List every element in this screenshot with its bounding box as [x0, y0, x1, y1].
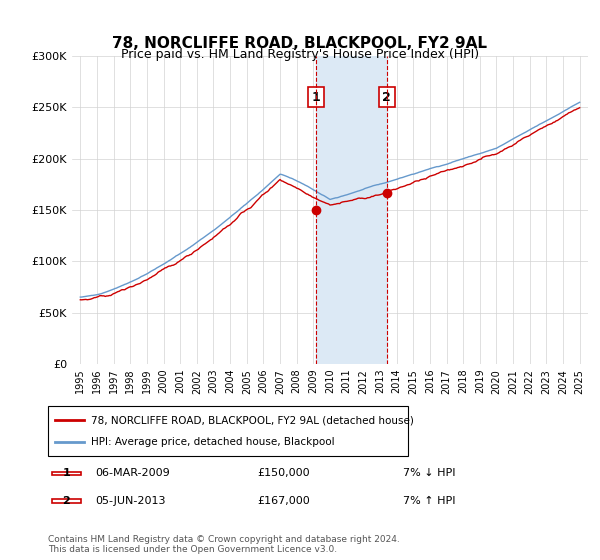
Text: £167,000: £167,000: [257, 496, 310, 506]
Text: 1: 1: [312, 91, 320, 104]
Text: 06-MAR-2009: 06-MAR-2009: [95, 468, 170, 478]
Text: 05-JUN-2013: 05-JUN-2013: [95, 496, 166, 506]
FancyBboxPatch shape: [48, 406, 408, 456]
Bar: [316, 56, 387, 364]
FancyBboxPatch shape: [52, 472, 80, 475]
Text: 7% ↓ HPI: 7% ↓ HPI: [403, 468, 455, 478]
Text: 1: 1: [62, 468, 70, 478]
Text: HPI: Average price, detached house, Blackpool: HPI: Average price, detached house, Blac…: [91, 437, 335, 447]
Text: 2: 2: [382, 91, 391, 104]
Text: 78, NORCLIFFE ROAD, BLACKPOOL, FY2 9AL: 78, NORCLIFFE ROAD, BLACKPOOL, FY2 9AL: [113, 36, 487, 52]
Text: Price paid vs. HM Land Registry's House Price Index (HPI): Price paid vs. HM Land Registry's House …: [121, 48, 479, 60]
Text: £150,000: £150,000: [257, 468, 310, 478]
FancyBboxPatch shape: [52, 500, 80, 503]
Text: 78, NORCLIFFE ROAD, BLACKPOOL, FY2 9AL (detached house): 78, NORCLIFFE ROAD, BLACKPOOL, FY2 9AL (…: [91, 415, 414, 425]
Text: Contains HM Land Registry data © Crown copyright and database right 2024.
This d: Contains HM Land Registry data © Crown c…: [48, 535, 400, 554]
Text: 7% ↑ HPI: 7% ↑ HPI: [403, 496, 455, 506]
Text: 2: 2: [62, 496, 70, 506]
